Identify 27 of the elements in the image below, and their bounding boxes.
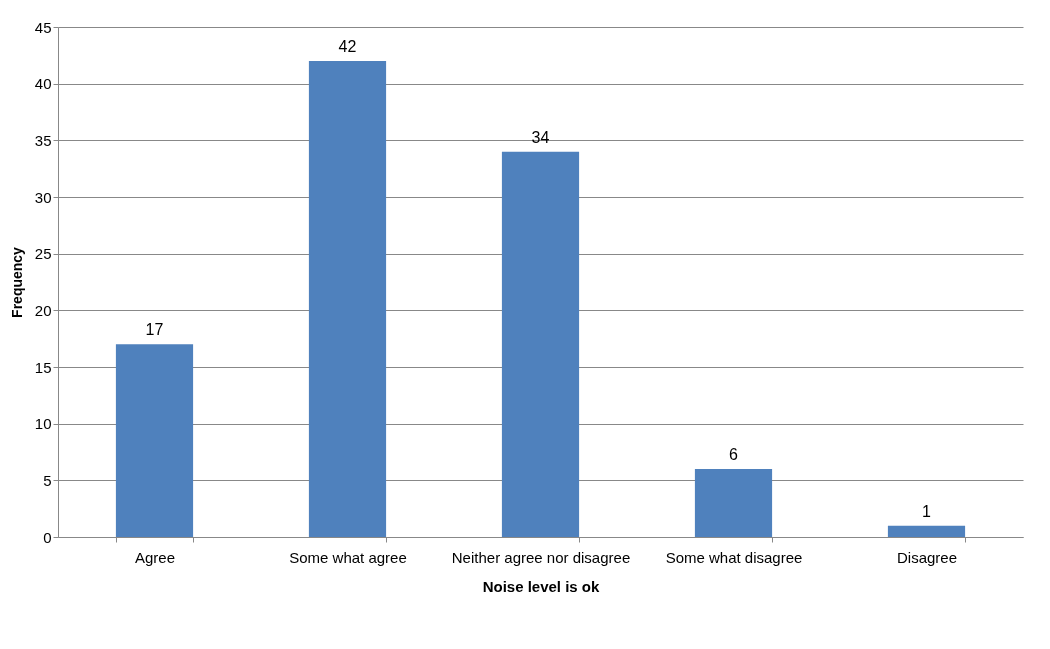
data-label: 34 bbox=[531, 128, 550, 146]
y-tick-label: 15 bbox=[34, 358, 52, 376]
y-tick-label: 30 bbox=[34, 188, 52, 206]
y-tick-label: 25 bbox=[34, 245, 52, 263]
data-label: 6 bbox=[729, 446, 739, 463]
x-axis-title: Noise level is ok bbox=[482, 577, 601, 595]
y-tick-label: 20 bbox=[34, 301, 52, 319]
y-axis-title: Frequency bbox=[8, 246, 25, 318]
data-label: 17 bbox=[145, 321, 164, 339]
y-tick-label: 40 bbox=[34, 75, 52, 93]
x-tick-label: Some what disagree bbox=[665, 548, 803, 566]
bar bbox=[115, 344, 194, 537]
y-tick-label: 10 bbox=[34, 415, 52, 433]
data-label: 42 bbox=[338, 38, 357, 55]
x-tick-label: Neither agree nor disagree bbox=[451, 548, 631, 566]
x-tick-label: Disagree bbox=[896, 548, 958, 566]
x-tick-label: Agree bbox=[134, 548, 176, 566]
y-tick-label: 5 bbox=[43, 471, 52, 489]
y-tick-label: 0 bbox=[43, 528, 52, 546]
data-label: 1 bbox=[922, 502, 932, 520]
bar bbox=[308, 61, 387, 537]
bar bbox=[887, 525, 966, 537]
bar bbox=[694, 469, 773, 537]
x-tick-label: Some what agree bbox=[289, 548, 407, 566]
y-tick-label: 35 bbox=[34, 131, 52, 149]
bar bbox=[501, 151, 580, 537]
y-tick-label: 45 bbox=[34, 18, 52, 36]
